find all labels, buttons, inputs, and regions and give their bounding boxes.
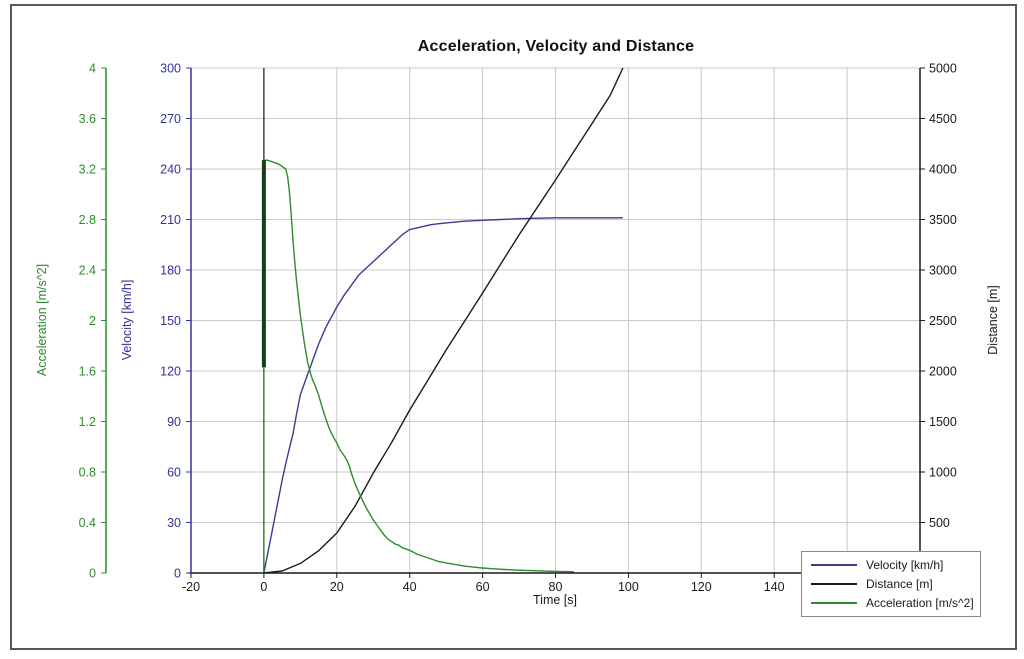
velocity-tick-label: 90 bbox=[167, 415, 181, 429]
acceleration-tick-label: 2.8 bbox=[79, 213, 96, 227]
chart-legend: Velocity [km/h] Distance [m] Acceleratio… bbox=[801, 551, 981, 617]
velocity-axis-title: Velocity [km/h] bbox=[120, 279, 134, 361]
distance-tick-label: 3000 bbox=[929, 264, 957, 278]
time-tick-label: 100 bbox=[618, 580, 639, 594]
series-curve-distance bbox=[263, 67, 624, 574]
velocity-tick-label: 180 bbox=[160, 264, 181, 278]
velocity-tick-label: 150 bbox=[160, 314, 181, 328]
distance-tick-label: 1500 bbox=[929, 415, 957, 429]
acceleration-tick-label: 4 bbox=[89, 62, 96, 76]
acceleration-tick-label: 3.6 bbox=[79, 112, 96, 126]
series-curve-velocity bbox=[263, 217, 623, 574]
legend-label-acceleration: Acceleration [m/s^2] bbox=[866, 596, 974, 611]
acceleration-tick-label: 0.4 bbox=[79, 516, 96, 530]
chart-title: Acceleration, Velocity and Distance bbox=[417, 38, 695, 55]
acceleration-tick-label: 0 bbox=[89, 567, 96, 581]
time-tick-label: 80 bbox=[549, 580, 563, 594]
velocity-tick-label: 60 bbox=[167, 466, 181, 480]
time-tick-label: 120 bbox=[691, 580, 712, 594]
acceleration-tick-label: 0.8 bbox=[79, 466, 96, 480]
distance-tick-label: 500 bbox=[929, 516, 950, 530]
distance-axis-title: Distance [m] bbox=[986, 285, 1000, 355]
series-curve-acceleration bbox=[263, 159, 574, 573]
time-tick-label: 0 bbox=[260, 580, 267, 594]
distance-line-icon bbox=[811, 582, 857, 585]
distance-tick-label: 5000 bbox=[929, 62, 957, 76]
acceleration-tick-label: 1.2 bbox=[79, 415, 96, 429]
time-tick-label: 40 bbox=[403, 580, 417, 594]
acceleration-tick-label: 3.2 bbox=[79, 163, 96, 177]
legend-row-distance: Distance [m] bbox=[802, 575, 980, 593]
distance-tick-label: 4500 bbox=[929, 112, 957, 126]
time-tick-label: 60 bbox=[476, 580, 490, 594]
velocity-tick-label: 210 bbox=[160, 213, 181, 227]
distance-tick-label: 3500 bbox=[929, 213, 957, 227]
velocity-tick-label: 270 bbox=[160, 112, 181, 126]
legend-label-distance: Distance [m] bbox=[866, 576, 933, 591]
legend-row-acceleration: Acceleration [m/s^2] bbox=[802, 594, 980, 612]
legend-row-velocity: Velocity [km/h] bbox=[802, 556, 980, 574]
time-tick-label: 20 bbox=[330, 580, 344, 594]
distance-tick-label: 2500 bbox=[929, 314, 957, 328]
time-tick-label: -20 bbox=[182, 580, 200, 594]
velocity-tick-label: 0 bbox=[174, 567, 181, 581]
velocity-tick-label: 240 bbox=[160, 163, 181, 177]
velocity-line-icon bbox=[811, 563, 857, 566]
legend-label-velocity: Velocity [km/h] bbox=[866, 557, 944, 572]
acceleration-tick-label: 1.6 bbox=[79, 365, 96, 379]
acceleration-axis-title: Acceleration [m/s^2] bbox=[35, 263, 49, 377]
time-tick-label: 140 bbox=[764, 580, 785, 594]
acceleration-tick-label: 2.4 bbox=[79, 264, 96, 278]
time-axis-title: Time [s] bbox=[533, 593, 577, 607]
distance-tick-label: 1000 bbox=[929, 466, 957, 480]
acceleration-tick-label: 2 bbox=[89, 314, 96, 328]
chart-window-frame bbox=[10, 4, 1017, 650]
velocity-tick-label: 120 bbox=[160, 365, 181, 379]
distance-tick-label: 2000 bbox=[929, 365, 957, 379]
distance-tick-label: 4000 bbox=[929, 163, 957, 177]
velocity-tick-label: 30 bbox=[167, 516, 181, 530]
acceleration-line-icon bbox=[811, 602, 857, 605]
velocity-tick-label: 300 bbox=[160, 62, 181, 76]
